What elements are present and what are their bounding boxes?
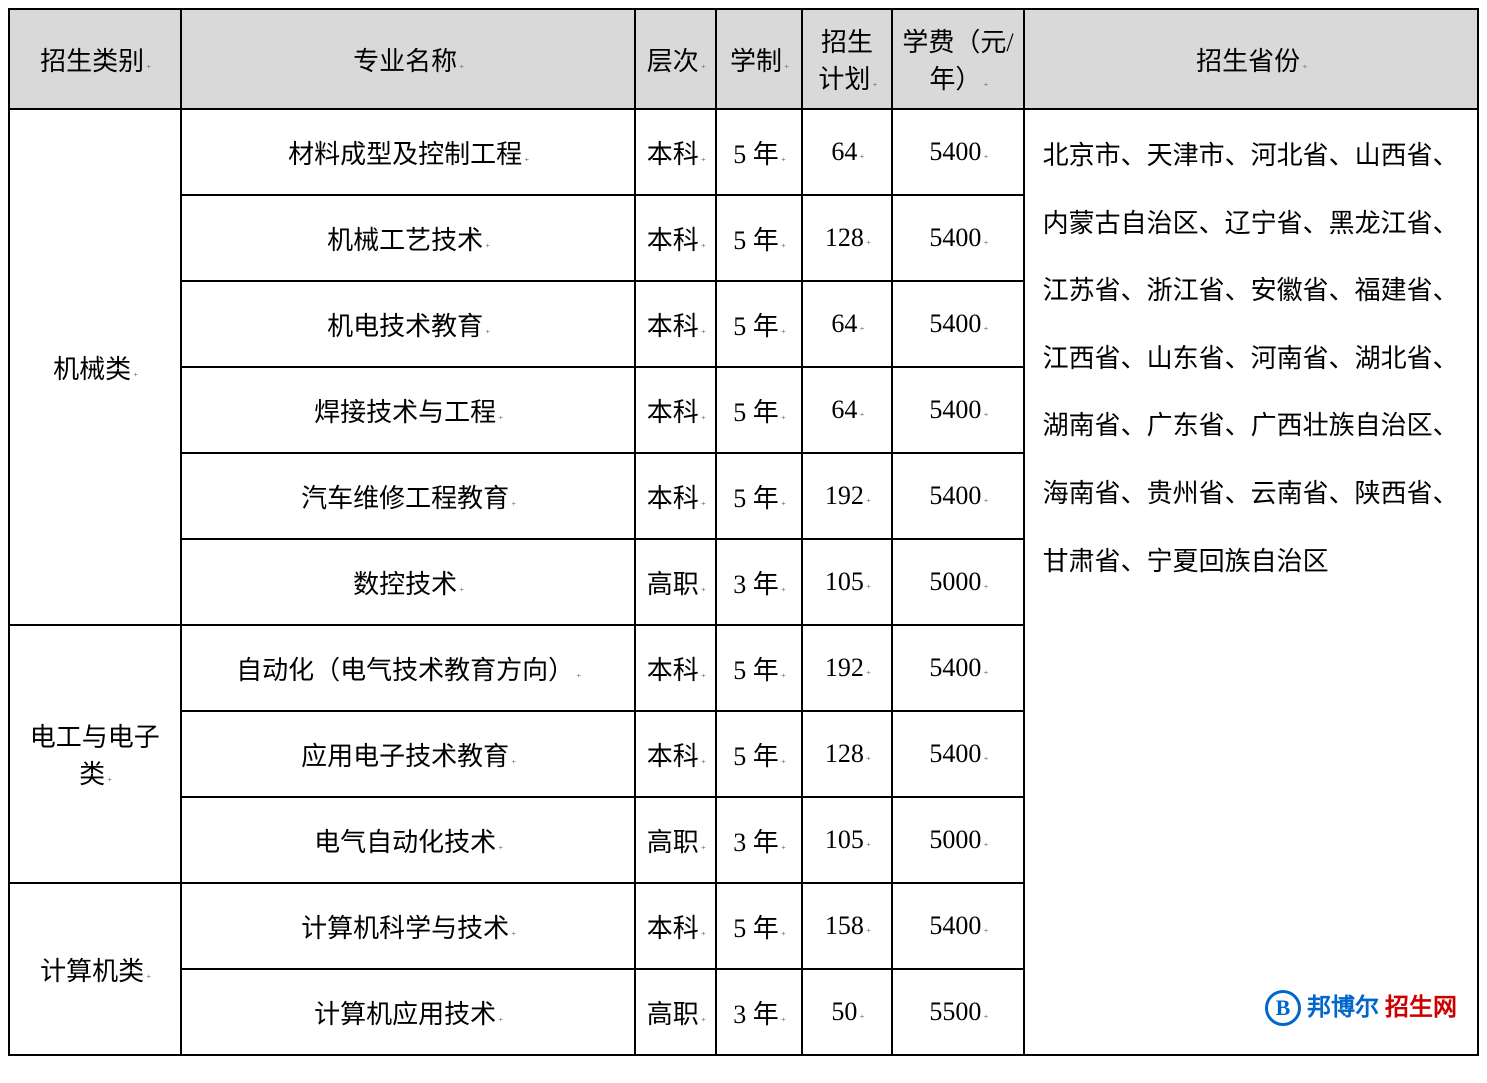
plan-cell: 105	[802, 797, 893, 883]
header-duration: 学制	[716, 9, 802, 109]
duration-cell: 5 年	[716, 711, 802, 797]
table-row: 机械类 材料成型及控制工程 本科 5 年 64 5400 北京市、天津市、河北省…	[9, 109, 1478, 195]
fee-cell: 5400	[892, 453, 1023, 539]
plan-cell: 128	[802, 711, 893, 797]
level-cell: 高职	[635, 797, 716, 883]
level-cell: 本科	[635, 109, 716, 195]
plan-cell: 192	[802, 453, 893, 539]
level-cell: 本科	[635, 195, 716, 281]
duration-cell: 5 年	[716, 367, 802, 453]
watermark-logo-icon: B	[1265, 990, 1301, 1026]
header-major: 专业名称	[181, 9, 635, 109]
plan-cell: 158	[802, 883, 893, 969]
major-cell: 自动化（电气技术教育方向）	[181, 625, 635, 711]
level-cell: 本科	[635, 367, 716, 453]
major-cell: 应用电子技术教育	[181, 711, 635, 797]
watermark-text-blue: 邦博尔	[1307, 977, 1379, 1039]
level-cell: 本科	[635, 625, 716, 711]
level-cell: 高职	[635, 969, 716, 1055]
header-level: 层次	[635, 9, 716, 109]
duration-cell: 3 年	[716, 539, 802, 625]
duration-cell: 5 年	[716, 625, 802, 711]
header-plan: 招生计划	[802, 9, 893, 109]
fee-cell: 5400	[892, 711, 1023, 797]
fee-cell: 5000	[892, 539, 1023, 625]
enrollment-table: 招生类别 专业名称 层次 学制 招生计划 学费（元/年） 招生省份 机械类 材料…	[8, 8, 1479, 1056]
fee-cell: 5400	[892, 281, 1023, 367]
major-cell: 计算机应用技术	[181, 969, 635, 1055]
major-cell: 机械工艺技术	[181, 195, 635, 281]
level-cell: 本科	[635, 453, 716, 539]
plan-cell: 50	[802, 969, 893, 1055]
table-body: 机械类 材料成型及控制工程 本科 5 年 64 5400 北京市、天津市、河北省…	[9, 109, 1478, 1055]
plan-cell: 64	[802, 367, 893, 453]
fee-cell: 5400	[892, 883, 1023, 969]
major-cell: 机电技术教育	[181, 281, 635, 367]
major-cell: 计算机科学与技术	[181, 883, 635, 969]
header-province: 招生省份	[1024, 9, 1478, 109]
header-category: 招生类别	[9, 9, 181, 109]
level-cell: 本科	[635, 281, 716, 367]
duration-cell: 5 年	[716, 883, 802, 969]
header-fee: 学费（元/年）	[892, 9, 1023, 109]
duration-cell: 3 年	[716, 797, 802, 883]
fee-cell: 5400	[892, 625, 1023, 711]
category-cell: 机械类	[9, 109, 181, 625]
duration-cell: 5 年	[716, 109, 802, 195]
major-cell: 数控技术	[181, 539, 635, 625]
table-header-row: 招生类别 专业名称 层次 学制 招生计划 学费（元/年） 招生省份	[9, 9, 1478, 109]
major-cell: 汽车维修工程教育	[181, 453, 635, 539]
duration-cell: 5 年	[716, 281, 802, 367]
level-cell: 本科	[635, 883, 716, 969]
major-cell: 焊接技术与工程	[181, 367, 635, 453]
level-cell: 本科	[635, 711, 716, 797]
fee-cell: 5400	[892, 109, 1023, 195]
plan-cell: 64	[802, 281, 893, 367]
fee-cell: 5000	[892, 797, 1023, 883]
province-cell: 北京市、天津市、河北省、山西省、内蒙古自治区、辽宁省、黑龙江省、江苏省、浙江省、…	[1024, 109, 1478, 1055]
plan-cell: 64	[802, 109, 893, 195]
level-cell: 高职	[635, 539, 716, 625]
fee-cell: 5400	[892, 367, 1023, 453]
duration-cell: 3 年	[716, 969, 802, 1055]
plan-cell: 192	[802, 625, 893, 711]
plan-cell: 128	[802, 195, 893, 281]
duration-cell: 5 年	[716, 453, 802, 539]
fee-cell: 5400	[892, 195, 1023, 281]
category-cell: 电工与电子类	[9, 625, 181, 883]
major-cell: 材料成型及控制工程	[181, 109, 635, 195]
category-cell: 计算机类	[9, 883, 181, 1055]
plan-cell: 105	[802, 539, 893, 625]
watermark: B 邦博尔招生网	[1265, 977, 1457, 1039]
duration-cell: 5 年	[716, 195, 802, 281]
watermark-text-red: 招生网	[1385, 977, 1457, 1039]
fee-cell: 5500	[892, 969, 1023, 1055]
major-cell: 电气自动化技术	[181, 797, 635, 883]
